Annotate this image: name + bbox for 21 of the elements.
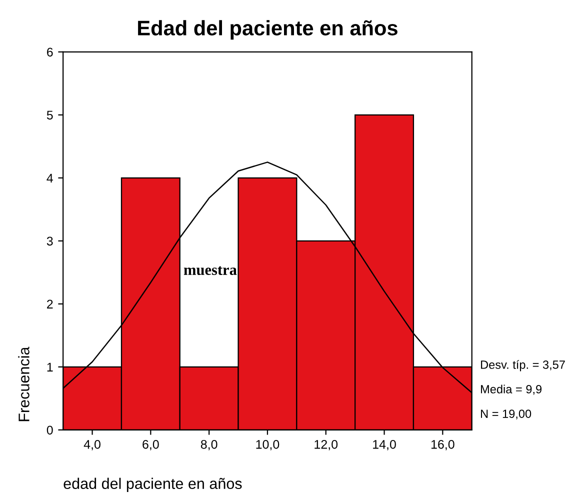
x-tick-label: 4,0 — [84, 440, 100, 450]
y-tick-label: 4 — [46, 174, 53, 182]
y-tick-label: 6 — [47, 48, 53, 57]
y-tick-label: 1 — [47, 362, 53, 372]
y-axis-title: Frecuencia — [18, 346, 30, 422]
y-tick-label: 5 — [46, 110, 53, 120]
annotation: muestra — [184, 266, 237, 276]
x-tick-label: 8,0 — [200, 440, 218, 450]
y-tick-label: 0 — [46, 426, 53, 435]
text: Media = 9,9 — [481, 384, 542, 395]
x-tick-label: 14,0 — [373, 440, 396, 450]
x-tick-label: 16,0 — [431, 440, 454, 450]
text: N = 19,00 — [481, 410, 532, 420]
y-tick-label: 2 — [47, 300, 53, 308]
x-axis-title: edad del paciente en años — [64, 478, 242, 492]
text: Desv. típ. = 3,57 — [481, 360, 565, 372]
chart-title: Edad del paciente en años — [138, 20, 398, 40]
y-tick-label: 3 — [46, 236, 53, 246]
x-tick-label: 12,0 — [314, 440, 338, 450]
x-tick-label: 6,0 — [142, 440, 159, 450]
x-tick-label: 10,0 — [256, 440, 280, 450]
